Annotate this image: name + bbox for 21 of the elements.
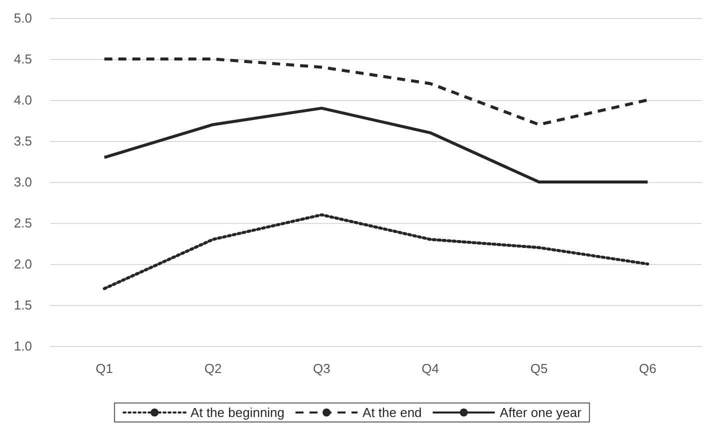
y-tick-label: 2.0	[14, 256, 32, 272]
x-tick-label: Q4	[422, 361, 440, 376]
y-tick-label: 2.5	[14, 216, 32, 230]
line-series	[102, 58, 650, 126]
line-series	[102, 213, 650, 290]
x-tick-label: Q1	[96, 361, 114, 376]
y-tick-label: 3.0	[14, 174, 32, 190]
y-tick-label: 5.0	[14, 10, 32, 26]
y-tick-label: 4.5	[14, 52, 32, 66]
y-tick-label: 3.5	[14, 134, 32, 148]
legend-label: After one year	[500, 405, 582, 420]
x-tick-label: Q5	[530, 361, 548, 376]
legend-label: At the beginning	[190, 405, 285, 420]
y-tick-label: 1.5	[14, 298, 32, 312]
legend-label: At the end	[362, 405, 422, 420]
x-tick-label: Q6	[638, 361, 656, 376]
y-tick-label: 1.0	[14, 338, 32, 354]
x-tick-label: Q2	[204, 361, 222, 376]
y-tick-label: 4.0	[14, 92, 32, 108]
line-series	[102, 106, 650, 184]
x-tick-label: Q3	[312, 361, 330, 376]
